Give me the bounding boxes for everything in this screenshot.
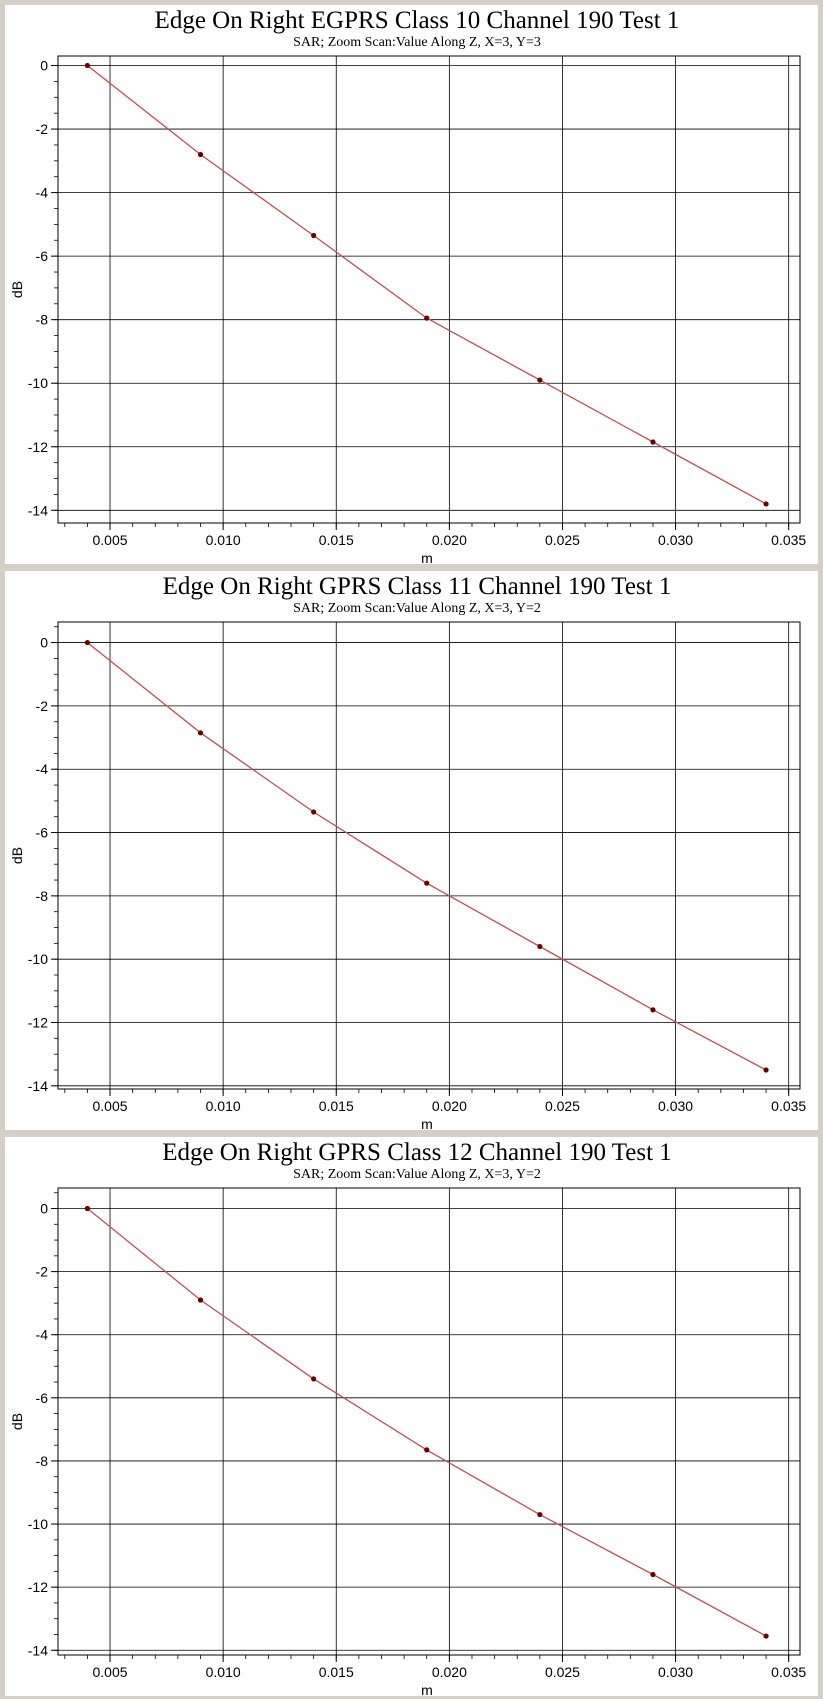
data-point: [650, 439, 656, 445]
data-point: [763, 1067, 769, 1073]
y-tick-label: -12: [28, 439, 48, 455]
x-tick-label: 0.020: [432, 1664, 467, 1680]
y-tick-label: -4: [36, 1327, 49, 1343]
chart-2: Edge On Right GPRS Class 12 Channel 190 …: [5, 1137, 818, 1698]
x-tick-label: 0.025: [545, 1664, 580, 1680]
data-point: [197, 1297, 204, 1303]
x-tick-label: 0.030: [658, 1098, 693, 1114]
data-point: [763, 501, 769, 507]
x-tick-label: 0.025: [545, 532, 580, 548]
y-tick-label: -2: [36, 121, 49, 137]
x-tick-label: 0.020: [432, 1098, 467, 1114]
y-tick-label: -6: [36, 825, 49, 841]
data-point: [537, 943, 543, 950]
x-tick-label: 0.025: [545, 1098, 580, 1114]
chart-title: Edge On Right GPRS Class 11 Channel 190 …: [163, 573, 672, 600]
y-tick-label: -2: [36, 698, 49, 714]
data-point: [763, 1633, 769, 1639]
plot-area: [57, 621, 801, 1090]
data-point: [84, 62, 91, 69]
y-tick-label: -6: [36, 1390, 49, 1406]
y-tick-label: -4: [36, 185, 49, 201]
data-point: [84, 639, 91, 646]
y-axis-label: dB: [9, 1413, 25, 1430]
chart-subtitle: SAR; Zoom Scan:Value Along Z, X=3, Y=2: [293, 1167, 541, 1182]
y-tick-label: -10: [28, 951, 48, 967]
x-tick-label: 0.010: [206, 1664, 241, 1680]
chart-title: Edge On Right GPRS Class 12 Channel 190 …: [162, 1139, 672, 1166]
data-point: [650, 1007, 656, 1013]
x-tick-label: 0.035: [771, 1664, 806, 1680]
y-tick-label: -8: [36, 1453, 49, 1469]
x-tick-label: 0.015: [319, 532, 354, 548]
x-axis-label: m: [421, 1682, 433, 1698]
y-axis-label: dB: [9, 847, 25, 864]
data-point: [424, 315, 430, 321]
x-tick-label: 0.005: [93, 1664, 128, 1680]
data-point: [537, 1511, 543, 1518]
chart-1: Edge On Right GPRS Class 11 Channel 190 …: [5, 571, 818, 1132]
data-point: [424, 1447, 430, 1453]
data-point: [197, 730, 204, 736]
data-point: [424, 880, 430, 886]
y-tick-label: -12: [28, 1015, 48, 1031]
y-tick-label: 0: [40, 58, 48, 74]
y-axis-label: dB: [9, 281, 25, 298]
x-axis-label: m: [421, 1116, 433, 1132]
y-tick-label: 0: [40, 1201, 48, 1217]
chart-title: Edge On Right EGPRS Class 10 Channel 190…: [155, 7, 680, 34]
x-tick-label: 0.015: [319, 1664, 354, 1680]
y-tick-label: -10: [28, 375, 48, 391]
x-tick-label: 0.005: [93, 532, 128, 548]
x-tick-label: 0.020: [432, 532, 467, 548]
data-point: [311, 232, 317, 239]
y-tick-label: -4: [36, 761, 49, 777]
plot-area: [57, 1187, 801, 1656]
data-point: [650, 1571, 656, 1578]
x-tick-label: 0.030: [658, 1664, 693, 1680]
x-tick-label: 0.035: [771, 532, 806, 548]
chart-0: Edge On Right EGPRS Class 10 Channel 190…: [5, 5, 818, 566]
y-tick-label: -10: [28, 1516, 48, 1532]
y-tick-label: -8: [36, 888, 49, 904]
data-point: [311, 809, 317, 815]
x-axis-label: m: [421, 550, 433, 566]
data-point: [537, 377, 543, 383]
x-tick-label: 0.030: [658, 532, 693, 548]
y-tick-label: -14: [28, 1078, 48, 1094]
x-tick-label: 0.015: [319, 1098, 354, 1114]
chart-subtitle: SAR; Zoom Scan:Value Along Z, X=3, Y=2: [293, 601, 541, 616]
y-tick-label: 0: [40, 635, 48, 651]
y-tick-label: -2: [36, 1264, 49, 1280]
y-tick-label: -14: [28, 502, 48, 518]
data-point: [197, 151, 204, 158]
x-tick-label: 0.035: [771, 1098, 806, 1114]
y-tick-label: -8: [36, 312, 49, 328]
data-point: [84, 1205, 91, 1212]
plot-area: [57, 55, 801, 524]
data-point: [311, 1376, 317, 1382]
y-tick-label: -14: [28, 1642, 48, 1658]
y-tick-label: -6: [36, 248, 49, 264]
chart-subtitle: SAR; Zoom Scan:Value Along Z, X=3, Y=3: [293, 35, 541, 50]
x-tick-label: 0.005: [93, 1098, 128, 1114]
x-tick-label: 0.010: [206, 1098, 241, 1114]
y-tick-label: -12: [28, 1579, 48, 1595]
x-tick-label: 0.010: [206, 532, 241, 548]
